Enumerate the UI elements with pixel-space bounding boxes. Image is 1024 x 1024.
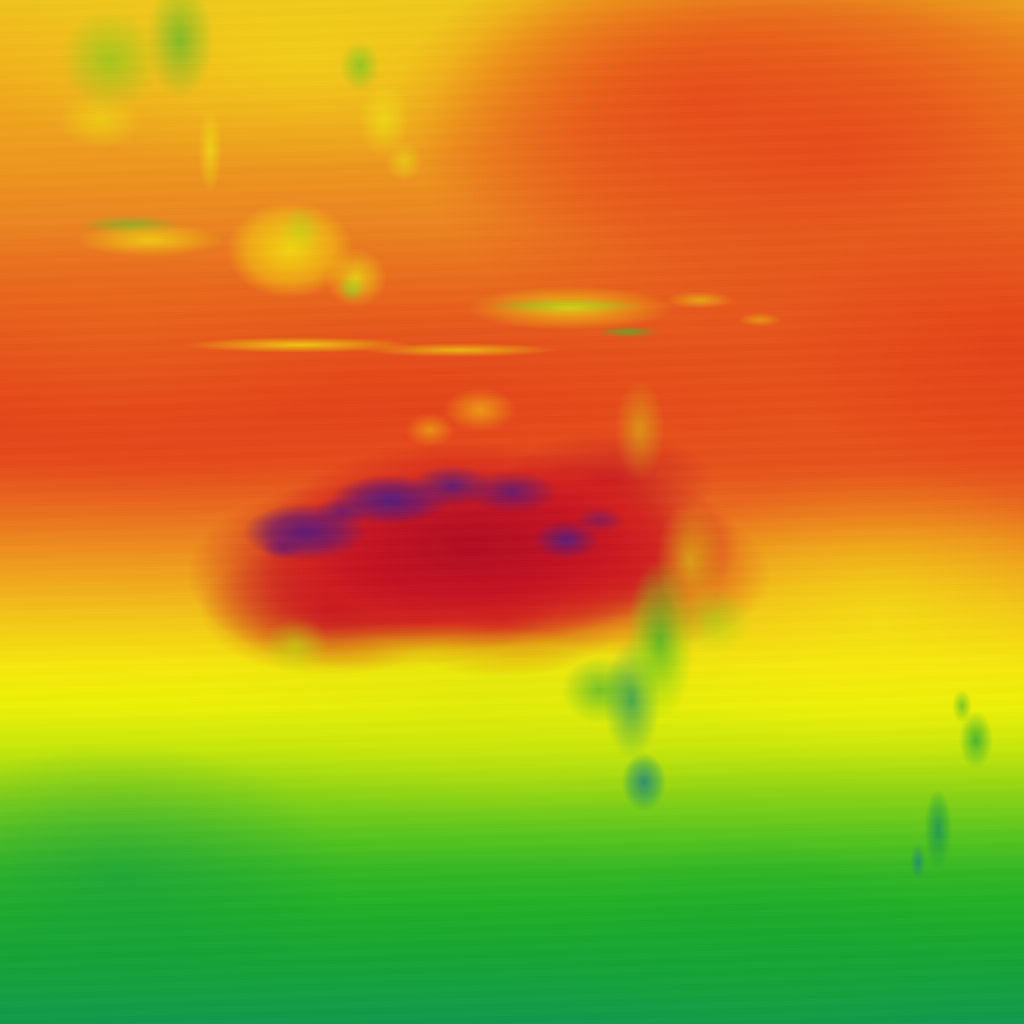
- heatmap-title: Surface temperature heatmap: [0, 0, 1, 1]
- heatmap-region: Australia, Maritime Continent and Southe…: [0, 0, 1, 1]
